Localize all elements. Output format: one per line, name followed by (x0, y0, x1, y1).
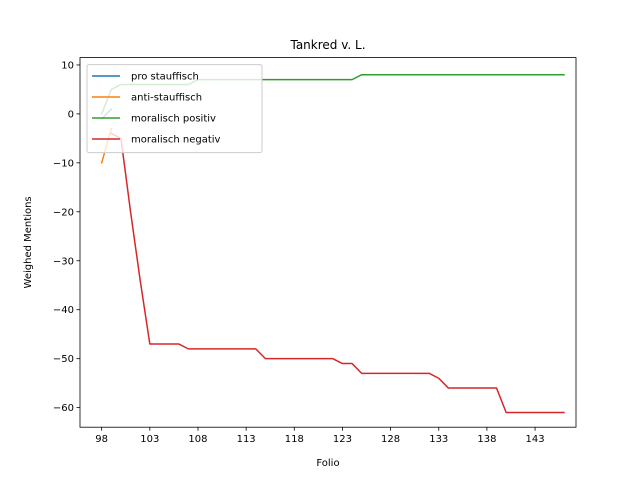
x-axis-label: Folio (316, 458, 339, 469)
plot-frame (79, 57, 577, 428)
y-tick-label: −20 (53, 207, 74, 218)
legend-label-anti-stauffisch: anti-stauffisch (131, 93, 202, 104)
y-axis-label: Weighed Mentions (23, 196, 34, 288)
legend-frame (86, 64, 263, 154)
legend-items: pro stauffisch anti-stauffisch moralisch p… (92, 72, 221, 146)
x-axis: 98 103 108 113 118 123 128 133 138 143 (95, 427, 545, 445)
x-tick-label: 118 (285, 434, 304, 445)
x-tick-label: 123 (333, 434, 352, 445)
chart-title: Tankred v. L. (289, 38, 365, 52)
y-tick-label: −50 (53, 354, 74, 365)
y-tick-label: −40 (53, 305, 74, 316)
x-tick-label: 103 (140, 434, 159, 445)
legend-label-moralisch-positiv: moralisch positiv (131, 114, 216, 125)
y-tick-label: 10 (61, 60, 74, 71)
x-tick-label: 133 (429, 434, 448, 445)
x-tick-label: 108 (188, 434, 207, 445)
x-tick-label: 113 (237, 434, 256, 445)
x-tick-label: 98 (95, 434, 108, 445)
legend-label-moralisch-negativ: moralisch negativ (131, 135, 221, 146)
y-tick-label: −30 (53, 256, 74, 267)
x-tick-label: 138 (477, 434, 496, 445)
y-tick-label: −60 (53, 403, 74, 414)
x-tick-label: 128 (381, 434, 400, 445)
y-axis: 10 0 −10 −20 −30 −40 −50 −60 (53, 60, 80, 414)
y-tick-label: −10 (53, 158, 74, 169)
x-tick-label: 143 (526, 434, 545, 445)
y-tick-label: 0 (68, 109, 74, 120)
legend: pro stauffisch anti-stauffisch moralisch p… (86, 64, 263, 154)
series-line-moralisch-negativ (110, 132, 565, 414)
legend-label-pro-stauffisch: pro stauffisch (131, 72, 199, 83)
